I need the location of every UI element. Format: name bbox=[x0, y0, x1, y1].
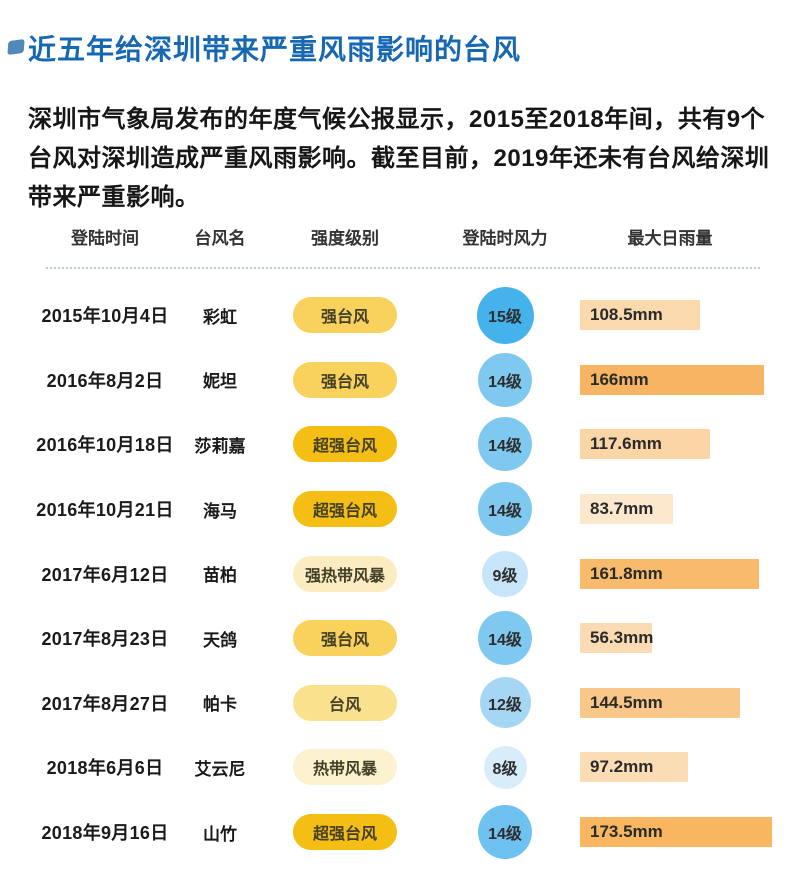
rainfall-bar: 161.8mm bbox=[580, 558, 759, 589]
rainfall-bar: 97.2mm bbox=[580, 752, 688, 783]
wind-level-badge: 14级 bbox=[478, 611, 532, 666]
header-intensity-level: 强度级别 bbox=[311, 229, 379, 248]
table-row: 2017年6月12日 苗柏 强热带风暴 9级 161.8mm bbox=[30, 541, 802, 606]
intensity-cell: 超强台风 bbox=[260, 814, 430, 851]
rainfall-cell: 144.5mm bbox=[580, 671, 802, 736]
rainfall-cell: 166mm bbox=[580, 348, 802, 413]
intensity-cell: 超强台风 bbox=[260, 491, 430, 528]
page-title: 近五年给深圳带来严重风雨影响的台风 bbox=[28, 33, 522, 65]
wind-cell: 14级 bbox=[430, 417, 580, 472]
intensity-badge: 强台风 bbox=[293, 297, 397, 334]
wind-cell: 14级 bbox=[430, 611, 580, 666]
intensity-cell: 强台风 bbox=[260, 297, 430, 334]
wind-cell: 12级 bbox=[430, 677, 580, 729]
table-row: 2018年6月6日 艾云尼 热带风暴 8级 97.2mm bbox=[30, 735, 802, 800]
landing-date: 2016年10月21日 bbox=[36, 500, 174, 521]
intensity-cell: 台风 bbox=[260, 684, 430, 721]
landing-date: 2018年9月16日 bbox=[41, 823, 169, 844]
rainfall-cell: 173.5mm bbox=[580, 800, 802, 865]
table-row: 2018年9月16日 山竹 超强台风 14级 173.5mm bbox=[30, 800, 802, 865]
wind-level-badge: 14级 bbox=[478, 482, 532, 537]
wind-level-badge: 14级 bbox=[478, 805, 532, 860]
landing-date: 2016年10月18日 bbox=[36, 435, 174, 456]
header-typhoon-name: 台风名 bbox=[194, 229, 246, 248]
rainfall-bar: 117.6mm bbox=[580, 429, 710, 460]
landing-date: 2017年6月12日 bbox=[41, 564, 169, 585]
rainfall-bar: 166mm bbox=[580, 364, 764, 395]
intensity-cell: 强台风 bbox=[260, 361, 430, 398]
intensity-cell: 热带风暴 bbox=[260, 749, 430, 786]
landing-date: 2017年8月27日 bbox=[41, 693, 169, 714]
typhoon-name: 山竹 bbox=[203, 824, 237, 844]
typhoon-name: 天鸽 bbox=[203, 630, 237, 650]
rainfall-bar: 83.7mm bbox=[580, 494, 673, 525]
rainfall-bar: 173.5mm bbox=[580, 817, 772, 848]
wind-cell: 14级 bbox=[430, 805, 580, 860]
table-row: 2017年8月27日 帕卡 台风 12级 144.5mm bbox=[30, 671, 802, 736]
landing-date: 2016年8月2日 bbox=[46, 370, 164, 391]
intensity-badge: 台风 bbox=[293, 684, 397, 721]
wind-cell: 8级 bbox=[430, 745, 580, 789]
wind-level-badge: 14级 bbox=[478, 352, 532, 407]
intensity-cell: 超强台风 bbox=[260, 426, 430, 463]
wind-level-badge: 14级 bbox=[478, 417, 532, 472]
table-row: 2016年8月2日 妮坦 强台风 14级 166mm bbox=[30, 348, 802, 413]
header-landing-wind: 登陆时风力 bbox=[462, 229, 548, 248]
header-max-daily-rain: 最大日雨量 bbox=[627, 229, 713, 248]
left-accent-mark bbox=[7, 38, 25, 56]
table-row: 2017年8月23日 天鸽 强台风 14级 56.3mm bbox=[30, 606, 802, 671]
intensity-cell: 强热带风暴 bbox=[260, 555, 430, 592]
typhoon-name: 莎莉嘉 bbox=[194, 436, 246, 456]
typhoon-name: 帕卡 bbox=[203, 695, 237, 715]
table-row: 2015年10月4日 彩虹 强台风 15级 108.5mm bbox=[30, 283, 802, 348]
intensity-cell: 强台风 bbox=[260, 620, 430, 657]
intensity-badge: 超强台风 bbox=[293, 426, 397, 463]
intensity-badge: 超强台风 bbox=[293, 814, 397, 851]
rainfall-cell: 56.3mm bbox=[580, 606, 802, 671]
header-separator-dotted-line bbox=[46, 267, 760, 269]
table-row: 2016年10月21日 海马 超强台风 14级 83.7mm bbox=[30, 477, 802, 542]
rainfall-bar: 56.3mm bbox=[580, 623, 653, 654]
wind-cell: 14级 bbox=[430, 482, 580, 537]
landing-date: 2015年10月4日 bbox=[41, 306, 169, 327]
wind-cell: 14级 bbox=[430, 352, 580, 407]
typhoon-name: 妮坦 bbox=[203, 372, 237, 392]
wind-level-badge: 8级 bbox=[483, 745, 527, 789]
header-landing-time: 登陆时间 bbox=[71, 229, 139, 248]
table-row: 2016年10月18日 莎莉嘉 超强台风 14级 117.6mm bbox=[30, 412, 802, 477]
landing-date: 2018年6月6日 bbox=[46, 758, 164, 779]
typhoon-name: 艾云尼 bbox=[194, 759, 246, 779]
rainfall-cell: 97.2mm bbox=[580, 735, 802, 800]
rainfall-cell: 117.6mm bbox=[580, 412, 802, 477]
wind-level-badge: 15级 bbox=[476, 286, 534, 344]
typhoon-name: 苗柏 bbox=[203, 566, 237, 586]
intensity-badge: 热带风暴 bbox=[293, 749, 397, 786]
intensity-badge: 强台风 bbox=[293, 361, 397, 398]
intensity-badge: 强热带风暴 bbox=[292, 555, 397, 592]
landing-date: 2017年8月23日 bbox=[41, 629, 169, 650]
intro-paragraph: 深圳市气象局发布的年度气候公报显示，2015至2018年间，共有9个台风对深圳造… bbox=[28, 106, 770, 211]
rainfall-cell: 161.8mm bbox=[580, 541, 802, 606]
rainfall-bar: 108.5mm bbox=[580, 300, 700, 331]
typhoon-table-body: 2015年10月4日 彩虹 强台风 15级 108.5mm 2016年8月2日 … bbox=[30, 283, 802, 864]
wind-level-badge: 12级 bbox=[479, 677, 531, 729]
rainfall-cell: 83.7mm bbox=[580, 477, 802, 542]
wind-cell: 15级 bbox=[430, 286, 580, 344]
intensity-badge: 超强台风 bbox=[293, 491, 397, 528]
rainfall-cell: 108.5mm bbox=[580, 283, 802, 348]
typhoon-name: 彩虹 bbox=[203, 307, 237, 327]
typhoon-name: 海马 bbox=[203, 501, 237, 521]
table-header-row: 登陆时间 台风名 强度级别 登陆时风力 最大日雨量 bbox=[30, 224, 802, 249]
wind-cell: 9级 bbox=[430, 550, 580, 597]
wind-level-badge: 9级 bbox=[482, 550, 528, 597]
intensity-badge: 强台风 bbox=[293, 620, 397, 657]
rainfall-bar: 144.5mm bbox=[580, 687, 740, 718]
